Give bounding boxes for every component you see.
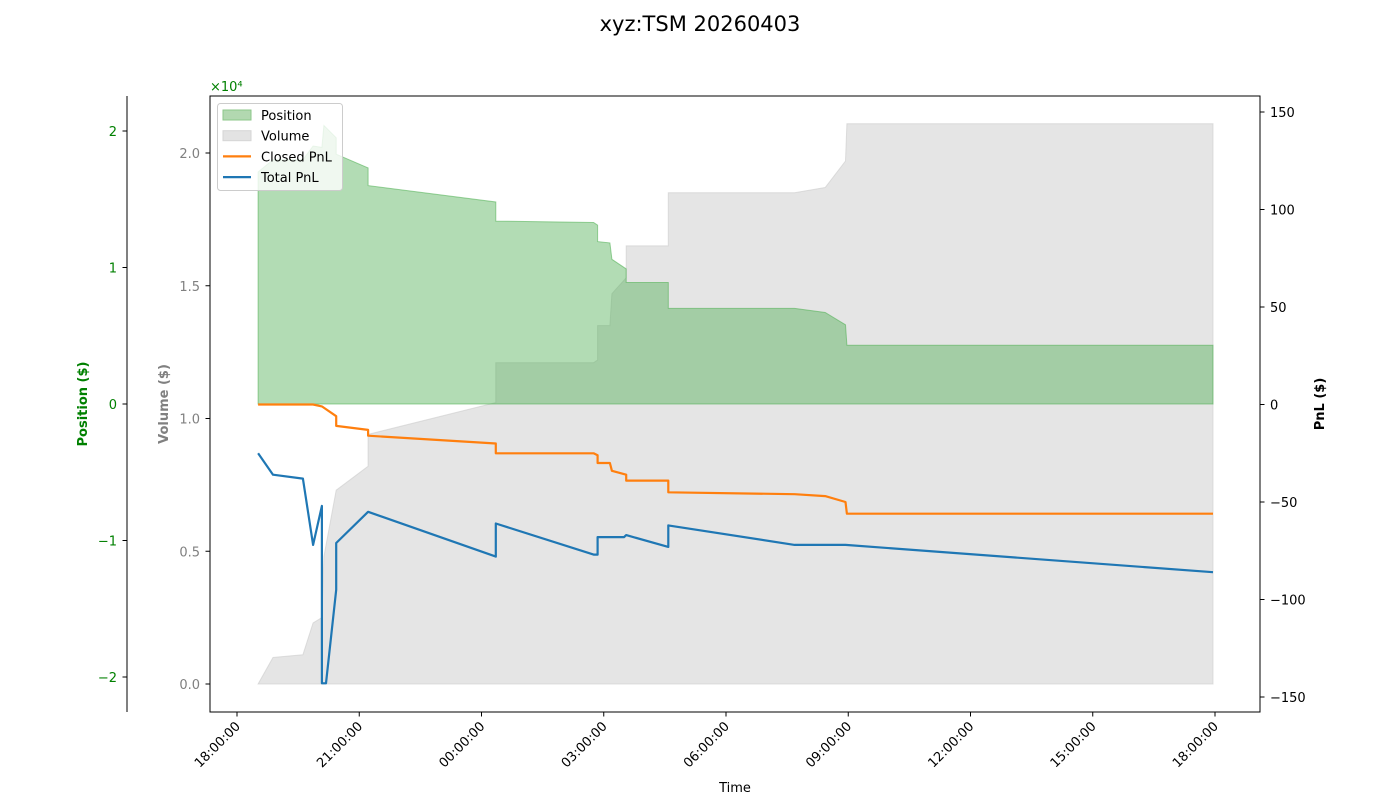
volume-tick-label: 1.0 xyxy=(179,413,200,428)
position-tick-label: 1 xyxy=(109,262,117,277)
x-tick-label: 00:00:00 xyxy=(436,719,488,771)
legend-box xyxy=(217,103,343,191)
position-tick-label: −2 xyxy=(98,671,117,686)
position-axis-label: Position ($) xyxy=(76,362,91,447)
volume-tick-label: 0.5 xyxy=(179,545,200,560)
volume-tick-label: 0.0 xyxy=(179,678,200,693)
pnl-tick-label: 100 xyxy=(1270,204,1295,219)
legend: Position Volume Closed PnL Total PnL xyxy=(217,103,343,191)
x-tick-label: 21:00:00 xyxy=(314,719,366,771)
legend-label: Total PnL xyxy=(260,171,319,186)
volume-axis-label: Volume ($) xyxy=(157,364,172,444)
x-tick-label: 18:00:00 xyxy=(1170,719,1222,771)
pnl-tick-label: 0 xyxy=(1270,399,1278,414)
x-axis-label: Time xyxy=(718,781,751,796)
closed-pnl-path xyxy=(258,403,1213,515)
position-tick-label: 0 xyxy=(109,398,117,413)
position-offset-text: ×10⁴ xyxy=(210,80,243,95)
legend-label: Position xyxy=(261,109,312,124)
volume-tick-label: 1.5 xyxy=(179,280,200,295)
legend-swatch xyxy=(222,130,252,142)
position-tick-label: −1 xyxy=(98,535,117,550)
closed-pnl-line xyxy=(258,403,1213,515)
legend-label: Closed PnL xyxy=(261,150,333,165)
pnl-tick-label: 50 xyxy=(1270,301,1287,316)
x-axis: 18:00:00 21:00:00 00:00:00 03:00:00 06:00:00… xyxy=(192,712,1222,796)
total-pnl-line xyxy=(257,452,1214,685)
chart-title: xyz:TSM 20260403 xyxy=(599,12,801,36)
legend-swatch xyxy=(222,109,252,121)
x-tick-label: 09:00:00 xyxy=(803,719,855,771)
x-tick-label: 03:00:00 xyxy=(559,719,611,771)
x-tick-label: 15:00:00 xyxy=(1048,719,1100,771)
x-tick-label: 06:00:00 xyxy=(681,719,733,771)
pnl-tick-label: −150 xyxy=(1270,691,1306,706)
x-tick-label: 12:00:00 xyxy=(925,719,977,771)
pnl-tick-label: 150 xyxy=(1270,106,1295,121)
pnl-axis: −150 −100 −50 0 50 100 150 PnL ($) xyxy=(1260,106,1328,706)
position-axis: −2 −1 0 1 2 Position ($) ×10⁴ xyxy=(76,80,243,686)
total-pnl-path xyxy=(257,452,1214,685)
pnl-tick-label: −100 xyxy=(1270,594,1306,609)
volume-axis: 0.0 0.5 1.0 1.5 2.0 Volume ($) xyxy=(157,147,210,693)
pnl-tick-label: −50 xyxy=(1270,496,1297,511)
pnl-axis-label: PnL ($) xyxy=(1313,378,1328,431)
x-tick-label: 18:00:00 xyxy=(192,719,244,771)
legend-label: Volume xyxy=(261,130,309,145)
volume-tick-label: 2.0 xyxy=(179,147,200,162)
position-tick-label: 2 xyxy=(109,125,117,140)
